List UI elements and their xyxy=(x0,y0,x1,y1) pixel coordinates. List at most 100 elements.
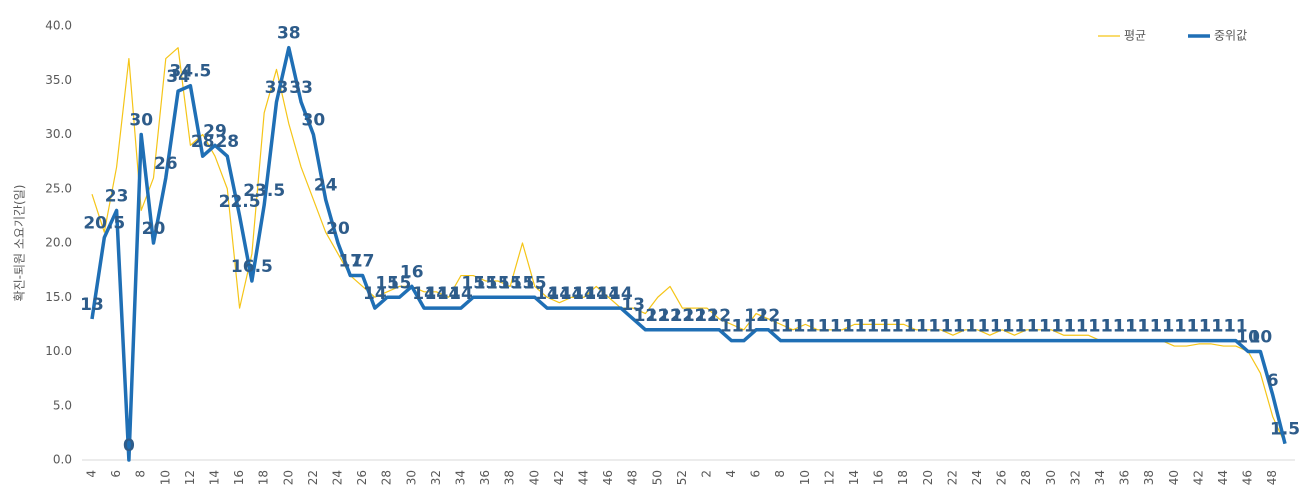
data-label: 38 xyxy=(277,24,301,44)
data-label: 28 xyxy=(191,132,215,152)
y-tick-label: 0.0 xyxy=(53,453,72,467)
line-series xyxy=(91,47,1286,444)
x-tick-label: 14 xyxy=(847,470,861,485)
x-tick-label: 10 xyxy=(158,470,172,485)
data-label: 20 xyxy=(142,219,166,239)
x-tick-label: 24 xyxy=(330,470,344,485)
x-tick-label: 32 xyxy=(429,470,443,485)
line-series xyxy=(90,45,1287,462)
x-tick-label: 42 xyxy=(552,470,566,485)
data-label: 14 xyxy=(560,284,584,304)
data-label: 15 xyxy=(388,273,412,293)
data-label: 33 xyxy=(289,78,313,98)
legend-label: 중위값 xyxy=(1214,29,1247,43)
data-label: 12 xyxy=(695,306,719,326)
data-label: 11 xyxy=(966,317,990,337)
x-tick-label: 38 xyxy=(503,470,517,485)
data-label: 29 xyxy=(203,121,227,141)
x-tick-label: 34 xyxy=(453,470,467,485)
data-label: 11 xyxy=(1199,317,1223,337)
data-label: 13 xyxy=(80,295,104,315)
data-label: 12 xyxy=(671,306,695,326)
data-label: 14 xyxy=(412,284,436,304)
x-tick-label: 8 xyxy=(134,470,148,478)
data-label: 11 xyxy=(769,317,793,337)
data-label: 11 xyxy=(1076,317,1100,337)
data-label: 14 xyxy=(609,284,633,304)
x-tick-label: 36 xyxy=(478,470,492,485)
data-label: 34.5 xyxy=(169,62,211,82)
data-label: 23.5 xyxy=(243,181,285,201)
data-label: 11 xyxy=(1039,317,1063,337)
data-label: 12 xyxy=(757,306,781,326)
x-tick-label: 22 xyxy=(306,470,320,485)
x-tick-label: 18 xyxy=(257,470,271,485)
data-label: 15 xyxy=(474,273,498,293)
x-tick-label: 20 xyxy=(921,470,935,485)
y-tick-label: 10.0 xyxy=(45,344,72,358)
y-tick-label: 5.0 xyxy=(53,398,72,412)
data-label: 14 xyxy=(584,284,608,304)
data-label: 20.5 xyxy=(83,214,125,234)
data-label: 24 xyxy=(314,176,338,196)
x-tick-label: 26 xyxy=(355,470,369,485)
data-label: 28 xyxy=(215,132,239,152)
x-tick-label: 16 xyxy=(872,470,886,485)
y-tick-label: 40.0 xyxy=(45,19,72,33)
data-label: 0 xyxy=(123,436,135,456)
x-tick-label: 52 xyxy=(675,470,689,485)
x-tick-label: 18 xyxy=(896,470,910,485)
x-tick-label: 44 xyxy=(576,470,590,485)
x-tick-label: 48 xyxy=(626,470,640,485)
x-tick-label: 6 xyxy=(109,470,123,478)
data-label: 15 xyxy=(486,273,510,293)
data-label: 11 xyxy=(794,317,818,337)
data-label: 23 xyxy=(105,186,129,206)
x-tick-label: 48 xyxy=(1265,470,1279,485)
data-label: 11 xyxy=(1138,317,1162,337)
x-tick-label: 6 xyxy=(749,470,763,478)
data-label: 12 xyxy=(683,306,707,326)
data-label: 15 xyxy=(375,273,399,293)
data-label: 26 xyxy=(154,154,178,174)
data-label: 12 xyxy=(634,306,658,326)
y-tick-label: 20.0 xyxy=(45,236,72,250)
data-label: 12 xyxy=(744,306,768,326)
x-tick-label: 10 xyxy=(798,470,812,485)
x-tick-label: 20 xyxy=(281,470,295,485)
x-tick-label: 2 xyxy=(699,470,713,478)
data-label: 13 xyxy=(621,295,645,315)
x-tick-label: 34 xyxy=(1093,470,1107,485)
data-label: 14 xyxy=(597,284,621,304)
data-label: 15 xyxy=(461,273,485,293)
data-label: 22.5 xyxy=(219,192,261,212)
y-tick-label: 15.0 xyxy=(45,290,72,304)
data-label: 11 xyxy=(904,317,928,337)
data-label: 10 xyxy=(1249,328,1273,348)
data-label: 11 xyxy=(843,317,867,337)
x-tick-label: 22 xyxy=(945,470,959,485)
data-label: 11 xyxy=(830,317,854,337)
data-label: 14 xyxy=(425,284,449,304)
data-label: 17 xyxy=(351,252,375,272)
x-tick-label: 40 xyxy=(527,470,541,485)
data-label: 17 xyxy=(338,252,362,272)
y-tick-label: 30.0 xyxy=(45,127,72,141)
data-label: 34 xyxy=(166,67,190,87)
data-label: 11 xyxy=(916,317,940,337)
data-label: 11 xyxy=(929,317,953,337)
x-tick-label: 4 xyxy=(85,470,99,478)
x-tick-label: 24 xyxy=(970,470,984,485)
data-label: 12 xyxy=(646,306,670,326)
data-label: 11 xyxy=(941,317,965,337)
x-tick-label: 44 xyxy=(1216,470,1230,485)
x-tick-label: 12 xyxy=(183,470,197,485)
data-label: 11 xyxy=(953,317,977,337)
x-tick-label: 42 xyxy=(1191,470,1205,485)
data-label: 11 xyxy=(732,317,756,337)
x-tick-label: 38 xyxy=(1142,470,1156,485)
data-label: 11 xyxy=(818,317,842,337)
data-label: 15 xyxy=(511,273,535,293)
data-label: 11 xyxy=(1027,317,1051,337)
x-tick-label: 30 xyxy=(1044,470,1058,485)
